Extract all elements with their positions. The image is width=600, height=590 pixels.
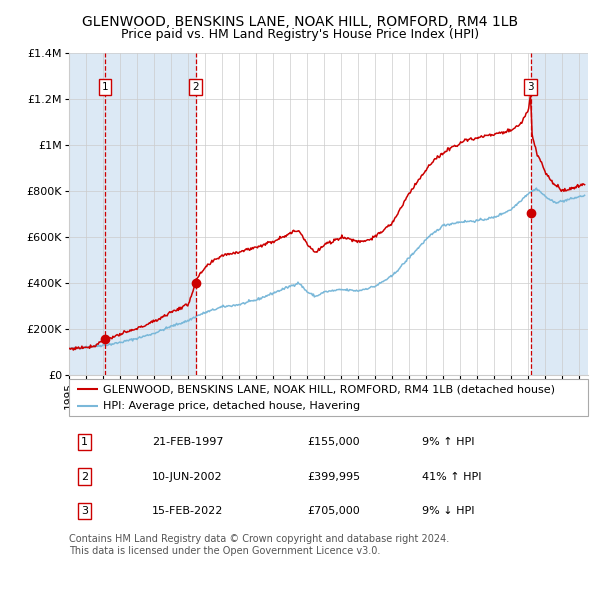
Text: 15-FEB-2022: 15-FEB-2022 [152, 506, 223, 516]
FancyBboxPatch shape [69, 379, 588, 416]
Text: 41% ↑ HPI: 41% ↑ HPI [422, 471, 481, 481]
Text: GLENWOOD, BENSKINS LANE, NOAK HILL, ROMFORD, RM4 1LB: GLENWOOD, BENSKINS LANE, NOAK HILL, ROMF… [82, 15, 518, 29]
Text: 21-FEB-1997: 21-FEB-1997 [152, 437, 224, 447]
Text: 1: 1 [81, 437, 88, 447]
Text: Price paid vs. HM Land Registry's House Price Index (HPI): Price paid vs. HM Land Registry's House … [121, 28, 479, 41]
Text: GLENWOOD, BENSKINS LANE, NOAK HILL, ROMFORD, RM4 1LB (detached house): GLENWOOD, BENSKINS LANE, NOAK HILL, ROMF… [103, 384, 555, 394]
Text: £399,995: £399,995 [308, 471, 361, 481]
Text: 2: 2 [81, 471, 88, 481]
Text: HPI: Average price, detached house, Havering: HPI: Average price, detached house, Have… [103, 401, 360, 411]
Bar [69, 53, 105, 375]
Text: £155,000: £155,000 [308, 437, 361, 447]
Bar [105, 53, 196, 375]
Text: £705,000: £705,000 [308, 506, 361, 516]
Text: 9% ↑ HPI: 9% ↑ HPI [422, 437, 475, 447]
Text: 3: 3 [527, 82, 534, 92]
Text: 3: 3 [81, 506, 88, 516]
Text: 2: 2 [192, 82, 199, 92]
Text: 10-JUN-2002: 10-JUN-2002 [152, 471, 223, 481]
Text: 9% ↓ HPI: 9% ↓ HPI [422, 506, 475, 516]
Bar [530, 53, 588, 375]
Text: 1: 1 [102, 82, 109, 92]
Text: Contains HM Land Registry data © Crown copyright and database right 2024.
This d: Contains HM Land Registry data © Crown c… [69, 534, 449, 556]
